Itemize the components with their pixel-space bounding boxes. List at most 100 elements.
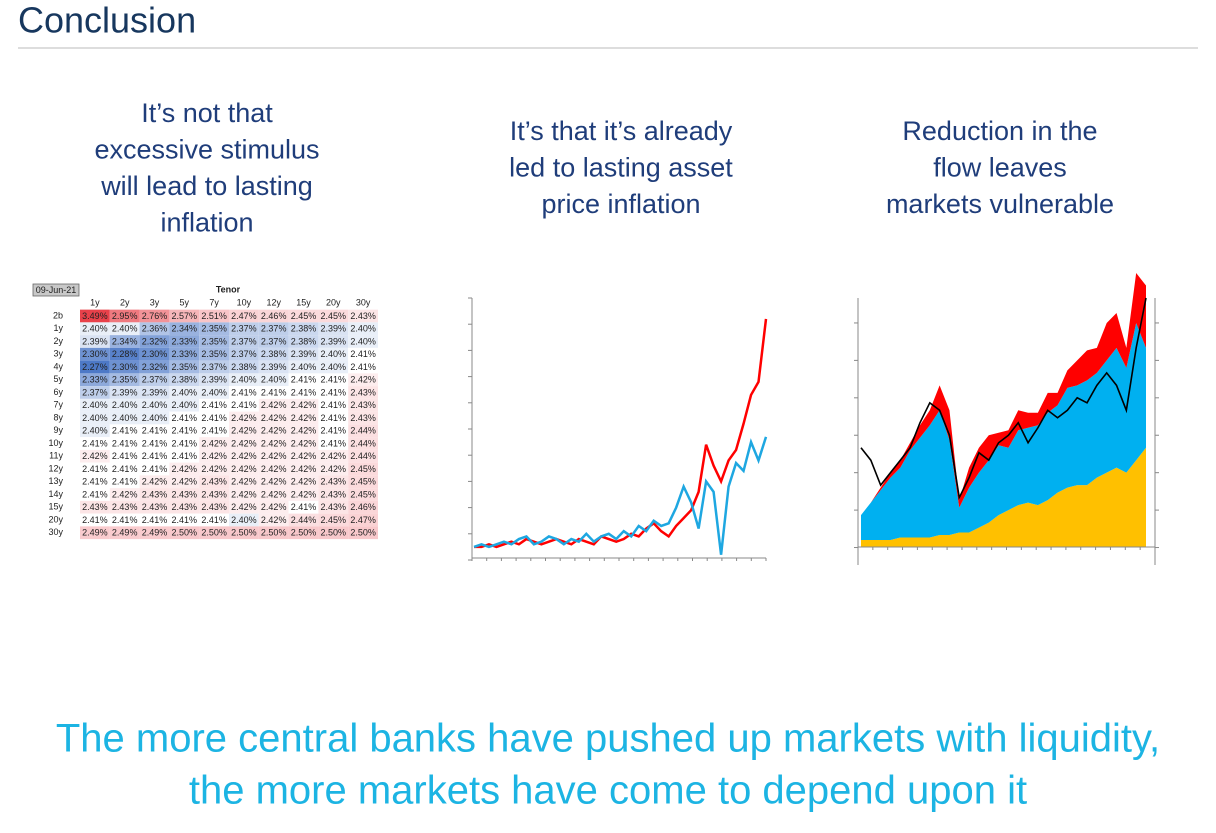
cell-bg — [169, 500, 200, 514]
cell-value: 2.39% — [321, 336, 347, 346]
cell-value: 2.38% — [261, 349, 287, 359]
cell-value: 2.43% — [201, 477, 227, 487]
cell-value: 2.40% — [172, 387, 198, 397]
row-label: 7y — [53, 400, 63, 410]
cell-value: 2.30% — [112, 362, 138, 372]
caption-line: flow leaves — [933, 153, 1067, 183]
cell-bg — [288, 386, 319, 399]
cell-value: 2.41% — [321, 375, 347, 385]
cell-bg — [348, 386, 378, 399]
cell-bg — [348, 347, 378, 361]
cell-value: 2.41% — [142, 426, 168, 436]
cell-value: 2.42% — [172, 477, 198, 487]
cell-bg — [258, 360, 289, 374]
caption-line: led to lasting asset — [509, 153, 733, 183]
row-label: 10y — [48, 438, 63, 448]
cell-bg — [169, 386, 200, 399]
cell-value: 2.40% — [112, 400, 138, 410]
cell-bg — [199, 526, 229, 540]
cell-bg — [80, 335, 110, 348]
cell-value: 2.43% — [321, 489, 347, 499]
cell-bg — [139, 462, 170, 476]
cell-bg — [258, 322, 289, 336]
cell-value: 2.35% — [201, 349, 227, 359]
cell-value: 2.37% — [261, 336, 287, 346]
cell-bg — [288, 449, 319, 463]
table-title: Tenor — [216, 284, 241, 294]
cell-bg — [229, 526, 259, 540]
cell-bg — [318, 526, 349, 540]
cell-bg — [169, 526, 200, 540]
cell-value: 2.40% — [142, 413, 168, 423]
cell-value: 2.41% — [321, 438, 347, 448]
cell-value: 2.41% — [261, 387, 287, 397]
table-date: 09-Jun-21 — [36, 285, 77, 295]
cell-bg — [288, 411, 319, 425]
caption-line: will lead to lasting — [100, 171, 313, 201]
cell-bg — [139, 500, 170, 514]
cell-value: 2.35% — [172, 362, 198, 372]
cell-bg — [80, 347, 110, 361]
cell-bg — [318, 398, 349, 412]
cell-bg — [318, 513, 349, 527]
cell-bg — [80, 513, 110, 527]
cell-value: 2.27% — [82, 362, 108, 372]
cell-value: 2.41% — [172, 438, 198, 448]
cell-bg — [199, 488, 229, 501]
cell-value: 2.42% — [231, 489, 257, 499]
cell-value: 2.42% — [172, 464, 198, 474]
cell-bg — [318, 360, 349, 374]
cell-value: 2.76% — [142, 311, 168, 321]
caption-line: Reduction in the — [902, 116, 1097, 146]
cell-value: 2.38% — [172, 375, 198, 385]
cell-bg — [169, 373, 200, 387]
cell-value: 2.41% — [172, 413, 198, 423]
cell-value: 3.49% — [82, 311, 108, 321]
cell-bg — [288, 360, 319, 374]
line-series — [473, 436, 768, 555]
cell-bg — [348, 322, 378, 336]
cell-bg — [229, 386, 259, 399]
cell-value: 2.50% — [291, 528, 317, 538]
cell-value: 2.42% — [231, 477, 257, 487]
cell-value: 2.43% — [82, 502, 108, 512]
row-label: 20y — [48, 514, 63, 524]
cell-bg — [199, 309, 229, 323]
cell-value: 2.41% — [172, 451, 198, 461]
row-label: 15y — [48, 502, 63, 512]
cell-value: 2.57% — [172, 311, 198, 321]
cell-value: 2.32% — [142, 336, 168, 346]
column-header: 7y — [209, 297, 219, 307]
caption-line: It’s that it’s already — [510, 116, 733, 146]
cell-value: 2.43% — [142, 489, 168, 499]
cell-value: 2.44% — [350, 438, 376, 448]
cell-bg — [348, 360, 378, 374]
cell-value: 2.35% — [201, 324, 227, 334]
cell-bg — [258, 411, 289, 425]
cell-bg — [109, 398, 140, 412]
cell-bg — [139, 398, 170, 412]
cell-bg — [348, 411, 378, 425]
cell-value: 2.43% — [142, 502, 168, 512]
cell-bg — [139, 437, 170, 450]
row-label: 4y — [53, 361, 63, 371]
cell-bg — [139, 475, 170, 489]
cell-bg — [348, 437, 378, 450]
cell-value: 2.40% — [231, 515, 257, 525]
cell-bg — [80, 411, 110, 425]
caption-line: markets vulnerable — [886, 189, 1114, 219]
cell-value: 2.42% — [261, 502, 287, 512]
column-header: 15y — [296, 297, 311, 307]
cell-value: 2.42% — [261, 515, 287, 525]
cell-bg — [258, 373, 289, 387]
slide-title: Conclusion — [18, 0, 196, 41]
cell-value: 2.41% — [321, 413, 347, 423]
cell-value: 2.41% — [142, 464, 168, 474]
cell-bg — [318, 373, 349, 387]
cell-bg — [199, 411, 229, 425]
cell-bg — [169, 360, 200, 374]
cell-value: 2.43% — [172, 502, 198, 512]
cell-bg — [199, 437, 229, 450]
cell-bg — [229, 500, 259, 514]
